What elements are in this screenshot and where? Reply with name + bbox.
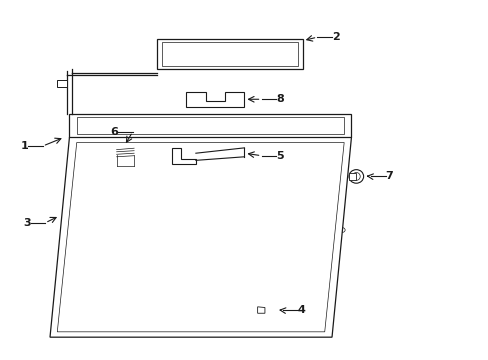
- Polygon shape: [69, 114, 351, 137]
- Text: 3: 3: [23, 218, 30, 228]
- Text: 2: 2: [331, 32, 339, 42]
- Polygon shape: [171, 148, 196, 164]
- Polygon shape: [186, 93, 244, 107]
- Text: 4: 4: [297, 305, 305, 315]
- Circle shape: [116, 146, 135, 160]
- Ellipse shape: [256, 302, 276, 319]
- Ellipse shape: [348, 170, 363, 183]
- Polygon shape: [57, 80, 67, 87]
- Polygon shape: [348, 173, 356, 180]
- Text: 6: 6: [110, 127, 118, 137]
- Text: 5: 5: [276, 151, 283, 161]
- Polygon shape: [50, 137, 351, 337]
- Polygon shape: [157, 39, 302, 69]
- Text: 7: 7: [385, 171, 392, 181]
- Polygon shape: [257, 307, 264, 313]
- Circle shape: [192, 153, 200, 158]
- Text: 1: 1: [20, 141, 28, 151]
- Polygon shape: [215, 42, 259, 66]
- Text: 8: 8: [276, 94, 283, 104]
